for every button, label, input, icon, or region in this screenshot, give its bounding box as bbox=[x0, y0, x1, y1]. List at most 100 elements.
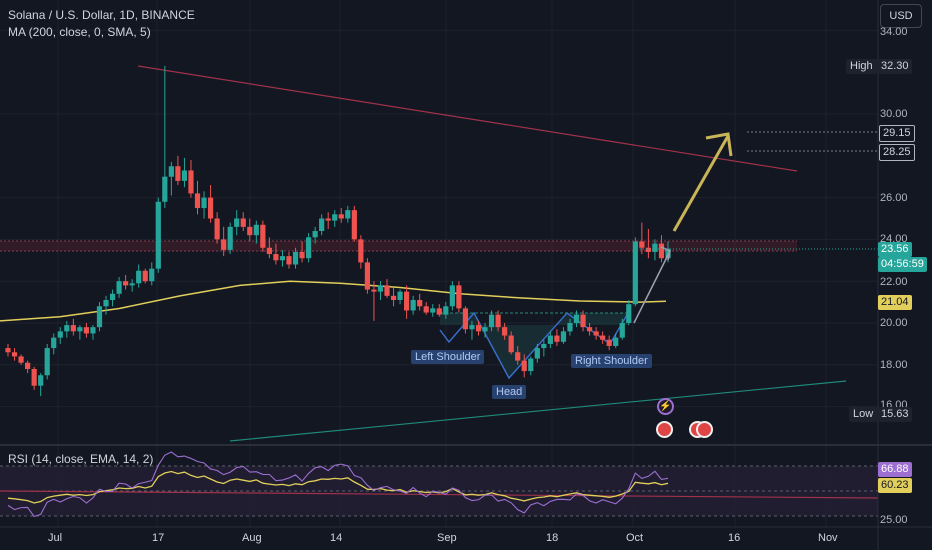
candle-body bbox=[142, 270, 148, 282]
candle-body bbox=[123, 281, 129, 286]
time-tick: 18 bbox=[546, 532, 559, 544]
candle-body bbox=[423, 306, 429, 313]
projection-arrow bbox=[672, 135, 730, 232]
symbol-legend[interactable]: Solana / U.S. Dollar, 1D, BINANCE bbox=[8, 8, 195, 22]
us-flag-icon[interactable] bbox=[656, 421, 673, 438]
ma-200-path bbox=[0, 280, 667, 322]
candle-body bbox=[286, 256, 292, 265]
candle-body bbox=[149, 268, 155, 282]
candle-body bbox=[488, 314, 495, 328]
price-tick: 20.00 bbox=[880, 317, 908, 329]
candle-body bbox=[364, 262, 371, 290]
projection-arrow-gray-head bbox=[660, 246, 671, 261]
candle-body bbox=[521, 360, 527, 372]
candle-body bbox=[201, 197, 207, 209]
candle-body bbox=[96, 306, 103, 328]
candle-body bbox=[502, 327, 508, 336]
candle-body bbox=[449, 285, 455, 307]
lightning-icon[interactable]: ⚡ bbox=[657, 398, 674, 415]
candle-body bbox=[573, 314, 580, 323]
rsi-legend[interactable]: RSI (14, close, EMA, 14, 2) bbox=[8, 452, 154, 466]
candle-body bbox=[345, 210, 351, 219]
candle-body bbox=[64, 325, 70, 332]
candle-body bbox=[312, 231, 318, 238]
us-flag-icon[interactable] bbox=[696, 421, 713, 438]
candle-body bbox=[600, 335, 606, 340]
resistance-zone bbox=[0, 241, 797, 251]
candle-body bbox=[593, 331, 599, 336]
time-tick: Nov bbox=[818, 532, 838, 544]
candle-body bbox=[515, 352, 521, 361]
candle-body bbox=[305, 237, 312, 259]
price-tick: 22.00 bbox=[880, 276, 908, 288]
candle-body bbox=[541, 343, 547, 349]
candle-body bbox=[136, 270, 142, 284]
candle-body bbox=[508, 335, 514, 353]
currency-button[interactable]: USD bbox=[880, 4, 922, 28]
candle-body bbox=[404, 291, 410, 311]
candle-body bbox=[103, 300, 109, 307]
candle-body bbox=[25, 362, 31, 369]
ma-legend[interactable]: MA (200, close, 0, SMA, 5) bbox=[8, 25, 151, 39]
projection-arrow-gray bbox=[633, 250, 671, 324]
candle-body bbox=[51, 337, 57, 349]
candle-body bbox=[247, 226, 253, 236]
time-tick: Oct bbox=[626, 532, 644, 544]
candle-body bbox=[70, 325, 76, 332]
candle-body bbox=[273, 254, 279, 261]
candle-body bbox=[626, 304, 632, 323]
rsi-value-badge: 66.88 bbox=[878, 462, 912, 477]
candle-body bbox=[5, 348, 11, 353]
candle-body bbox=[606, 339, 612, 346]
candle-body bbox=[534, 348, 540, 359]
candle-body bbox=[332, 214, 338, 221]
time-tick: Aug bbox=[242, 532, 262, 544]
candle-body bbox=[129, 283, 135, 286]
candle-body bbox=[181, 170, 188, 181]
candle-body bbox=[168, 166, 174, 177]
candle-body bbox=[57, 331, 63, 338]
candle-body bbox=[234, 218, 240, 227]
candle-body bbox=[528, 358, 534, 372]
low-tag: Low bbox=[849, 407, 878, 422]
rsi-ma-badge: 60.23 bbox=[878, 478, 912, 493]
candle-body bbox=[658, 243, 665, 259]
candle-body bbox=[31, 368, 37, 386]
rsi-path bbox=[7, 451, 669, 518]
candle-body bbox=[260, 224, 266, 248]
candle-body bbox=[227, 226, 233, 250]
candles bbox=[5, 65, 671, 397]
candle-body bbox=[580, 314, 586, 328]
rsi-tick: 25.00 bbox=[880, 514, 908, 526]
time-tick: Jul bbox=[48, 532, 63, 544]
target-2-badge: 28.25 bbox=[879, 144, 915, 161]
countdown-badge: 04:56:59 bbox=[878, 257, 927, 272]
candle-body bbox=[214, 218, 220, 240]
candle-body bbox=[90, 327, 96, 334]
head-label: Head bbox=[492, 385, 527, 399]
price-tick: 18.00 bbox=[880, 359, 908, 371]
candle-body bbox=[77, 327, 83, 332]
candle-body bbox=[613, 337, 619, 346]
target-1-badge: 29.15 bbox=[879, 125, 915, 142]
candle-body bbox=[351, 210, 357, 240]
candle-body bbox=[619, 323, 625, 338]
candle-body bbox=[221, 239, 227, 250]
candle-body bbox=[586, 327, 593, 332]
candle-body bbox=[384, 285, 390, 296]
candle-body bbox=[292, 251, 299, 265]
candle-body bbox=[567, 323, 573, 332]
candle-body bbox=[469, 325, 475, 330]
candle-body bbox=[162, 176, 168, 202]
last-price-badge: 23.56 bbox=[878, 242, 912, 257]
time-tick: 17 bbox=[152, 532, 165, 544]
candle-body bbox=[377, 285, 384, 292]
candle-body bbox=[639, 241, 645, 248]
grid-lines bbox=[0, 0, 878, 527]
candle-body bbox=[456, 285, 462, 309]
candle-body bbox=[155, 201, 161, 269]
candle-body bbox=[83, 327, 90, 334]
candle-body bbox=[410, 300, 416, 311]
rsi-trendline bbox=[0, 490, 879, 499]
